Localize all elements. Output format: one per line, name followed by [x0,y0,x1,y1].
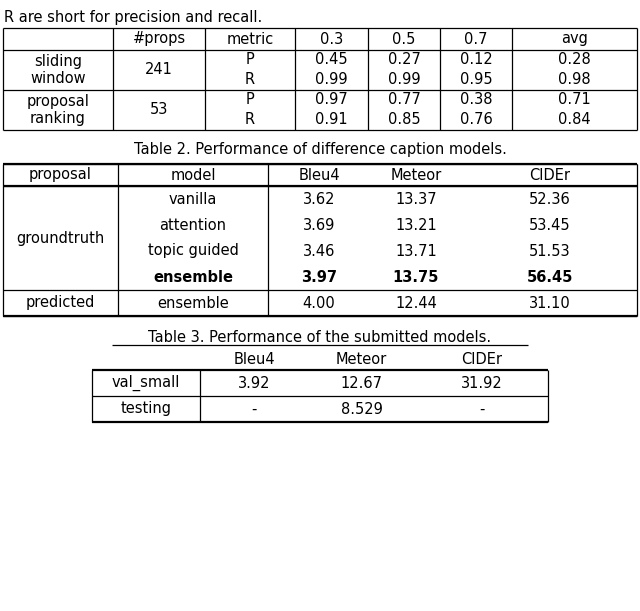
Text: CIDEr: CIDEr [461,351,502,367]
Text: 13.75: 13.75 [393,269,439,285]
Text: 0.27: 0.27 [388,53,420,67]
Text: 0.91: 0.91 [315,112,348,128]
Text: 0.3: 0.3 [320,32,343,46]
Text: 0.38: 0.38 [460,92,492,108]
Text: 12.67: 12.67 [340,376,383,390]
Text: proposal: proposal [29,167,92,183]
Text: proposal
ranking: proposal ranking [27,94,90,126]
Text: 3.62: 3.62 [303,191,335,207]
Text: 31.10: 31.10 [529,296,570,310]
Text: P: P [246,53,254,67]
Text: #props: #props [132,32,186,46]
Text: 12.44: 12.44 [395,296,437,310]
Text: 53.45: 53.45 [529,218,570,233]
Text: 13.37: 13.37 [395,191,437,207]
Text: attention: attention [159,218,227,233]
Text: 0.71: 0.71 [558,92,591,108]
Text: val_small: val_small [112,375,180,391]
Text: 3.69: 3.69 [303,218,335,233]
Text: R: R [245,73,255,87]
Text: 241: 241 [145,62,173,78]
Text: P: P [246,92,254,108]
Text: vanilla: vanilla [169,191,217,207]
Text: 0.99: 0.99 [388,73,420,87]
Text: ensemble: ensemble [153,269,233,285]
Text: Table 2. Performance of difference caption models.: Table 2. Performance of difference capti… [134,142,506,157]
Text: 3.97: 3.97 [301,269,337,285]
Text: 56.45: 56.45 [526,269,573,285]
Text: 0.76: 0.76 [460,112,492,128]
Text: 0.97: 0.97 [315,92,348,108]
Text: ensemble: ensemble [157,296,229,310]
Text: Bleu4: Bleu4 [298,167,340,183]
Text: 53: 53 [150,103,168,117]
Text: Bleu4: Bleu4 [233,351,275,367]
Text: groundtruth: groundtruth [17,230,104,246]
Text: CIDEr: CIDEr [529,167,570,183]
Text: testing: testing [120,401,172,417]
Text: 0.95: 0.95 [460,73,492,87]
Text: 0.98: 0.98 [558,73,591,87]
Text: sliding
window: sliding window [30,54,86,86]
Text: 31.92: 31.92 [461,376,502,390]
Text: R: R [245,112,255,128]
Text: 4.00: 4.00 [303,296,335,310]
Text: 51.53: 51.53 [529,244,570,258]
Text: 13.21: 13.21 [395,218,437,233]
Text: 3.46: 3.46 [303,244,335,258]
Text: 3.92: 3.92 [237,376,270,390]
Text: 13.71: 13.71 [395,244,437,258]
Text: 0.85: 0.85 [388,112,420,128]
Text: avg: avg [561,32,588,46]
Text: Table 3. Performance of the submitted models.: Table 3. Performance of the submitted mo… [148,330,492,345]
Text: 0.84: 0.84 [558,112,591,128]
Text: model: model [170,167,216,183]
Text: metric: metric [227,32,274,46]
Text: 0.28: 0.28 [558,53,591,67]
Text: 52.36: 52.36 [529,191,570,207]
Text: -: - [252,401,257,417]
Text: 0.12: 0.12 [460,53,492,67]
Text: 0.77: 0.77 [388,92,420,108]
Text: predicted: predicted [26,296,95,310]
Text: 0.45: 0.45 [315,53,348,67]
Text: 0.99: 0.99 [315,73,348,87]
Text: Meteor: Meteor [336,351,387,367]
Text: 0.7: 0.7 [464,32,488,46]
Text: -: - [479,401,484,417]
Text: topic guided: topic guided [148,244,239,258]
Text: Meteor: Meteor [390,167,442,183]
Text: 8.529: 8.529 [340,401,383,417]
Text: R are short for precision and recall.: R are short for precision and recall. [4,10,262,25]
Text: 0.5: 0.5 [392,32,416,46]
